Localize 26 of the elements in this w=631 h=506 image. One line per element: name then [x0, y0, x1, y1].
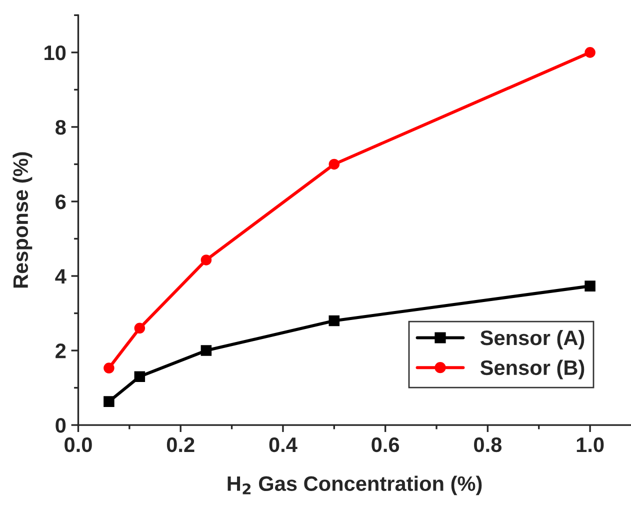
x-axis-title: H$_{2}$ Gas Concentration (%) — [228, 476, 482, 496]
point — [328, 315, 340, 326]
y-tick-label: 6 — [56, 194, 66, 210]
point — [104, 362, 114, 374]
x-tick-label: 0.6 — [372, 437, 400, 452]
y-tick-label: 0 — [56, 418, 66, 433]
point — [104, 396, 114, 407]
legend-label: Sensor (B) — [480, 360, 584, 380]
point — [328, 158, 340, 170]
x-tick-label: 0.8 — [474, 437, 502, 452]
legend-label: Sensor (A) — [480, 330, 584, 350]
point — [584, 280, 596, 292]
y-tick-label: 8 — [56, 120, 66, 135]
y-axis-title: Response (%) — [12, 152, 32, 288]
x-tick-label: 0.4 — [269, 437, 298, 452]
x-tick-label: 0.0 — [64, 437, 92, 452]
point — [134, 322, 146, 334]
y-tick-label: 4 — [55, 269, 66, 284]
point — [134, 371, 146, 382]
y-tick-label: 10 — [44, 45, 66, 60]
point — [584, 47, 596, 58]
x-tick-label: 0.2 — [166, 437, 194, 452]
point — [200, 254, 212, 266]
y-tick-label: 2 — [56, 344, 66, 358]
point — [200, 345, 212, 356]
x-tick-label: 1.0 — [576, 437, 604, 452]
